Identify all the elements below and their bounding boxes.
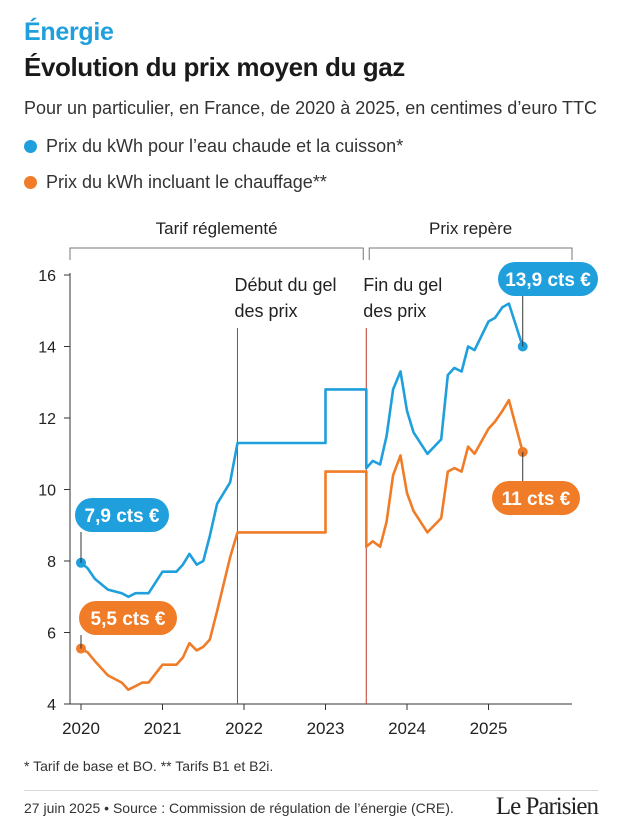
period-label: Tarif réglementé [156, 219, 278, 238]
le-parisien-logo: Le Parisien [495, 793, 599, 820]
series-line-blue [79, 302, 524, 599]
y-tick-label: 16 [38, 268, 56, 285]
chart-subtitle: Pour un particulier, en France, de 2020 … [24, 98, 598, 118]
series-line-orange [79, 398, 524, 691]
period-label: Prix repère [429, 219, 512, 238]
callout-orange-end-bubble [492, 481, 580, 515]
line-chart: 4 6 8 10 12 14 16 2020 2021 2022 2023 2024 2025 Tarif… [38, 219, 598, 738]
callout-orange-end-text: 11 cts € [502, 489, 571, 510]
y-tick-label: 6 [47, 626, 56, 643]
callout-blue-start-text: 7,9 cts € [85, 506, 160, 527]
callout-blue-start-bubble [75, 498, 169, 532]
event-label: Fin du gel [363, 275, 442, 295]
source-line: 27 juin 2025 • Source : Commission de ré… [24, 800, 454, 816]
callout-orange-start-bubble [79, 601, 177, 635]
x-tick-label: 2024 [388, 719, 426, 738]
event-label: des prix [234, 301, 297, 321]
footnote: * Tarif de base et BO. ** Tarifs B1 et B… [24, 758, 274, 774]
legend-item-orange: Prix du kWh incluant le chauffage** [24, 172, 327, 193]
start-point [76, 643, 86, 654]
chart-title: Évolution du prix moyen du gaz [24, 52, 405, 82]
legend-dot-orange [24, 176, 37, 189]
legend-dot-blue [24, 140, 37, 153]
period-bracket [69, 247, 364, 260]
callout-blue-end-text: 13,9 cts € [505, 270, 591, 291]
y-tick-label: 14 [38, 340, 56, 357]
legend-label-blue: Prix du kWh pour l’eau chaude et la cuis… [46, 136, 404, 156]
legend-item-blue: Prix du kWh pour l’eau chaude et la cuis… [24, 136, 403, 157]
x-tick-label: 2023 [307, 719, 345, 738]
x-tick-label: 2021 [144, 719, 182, 738]
period-bracket [368, 247, 573, 260]
kicker: Énergie [24, 18, 114, 46]
x-tick-label: 2025 [470, 719, 508, 738]
legend-label-orange: Prix du kWh incluant le chauffage** [46, 172, 327, 192]
y-tick-label: 10 [38, 483, 56, 500]
footer-divider [24, 790, 598, 791]
y-tick-label: 12 [38, 411, 56, 428]
x-tick-label: 2020 [62, 719, 100, 738]
callout-orange-start-text: 5,5 cts € [91, 609, 166, 630]
callout-blue-end-bubble [498, 262, 598, 296]
event-label: des prix [363, 301, 426, 321]
y-tick-label: 8 [47, 554, 56, 571]
y-tick-label: 4 [47, 697, 56, 714]
event-label: Début du gel [234, 275, 336, 295]
x-tick-label: 2022 [225, 719, 263, 738]
